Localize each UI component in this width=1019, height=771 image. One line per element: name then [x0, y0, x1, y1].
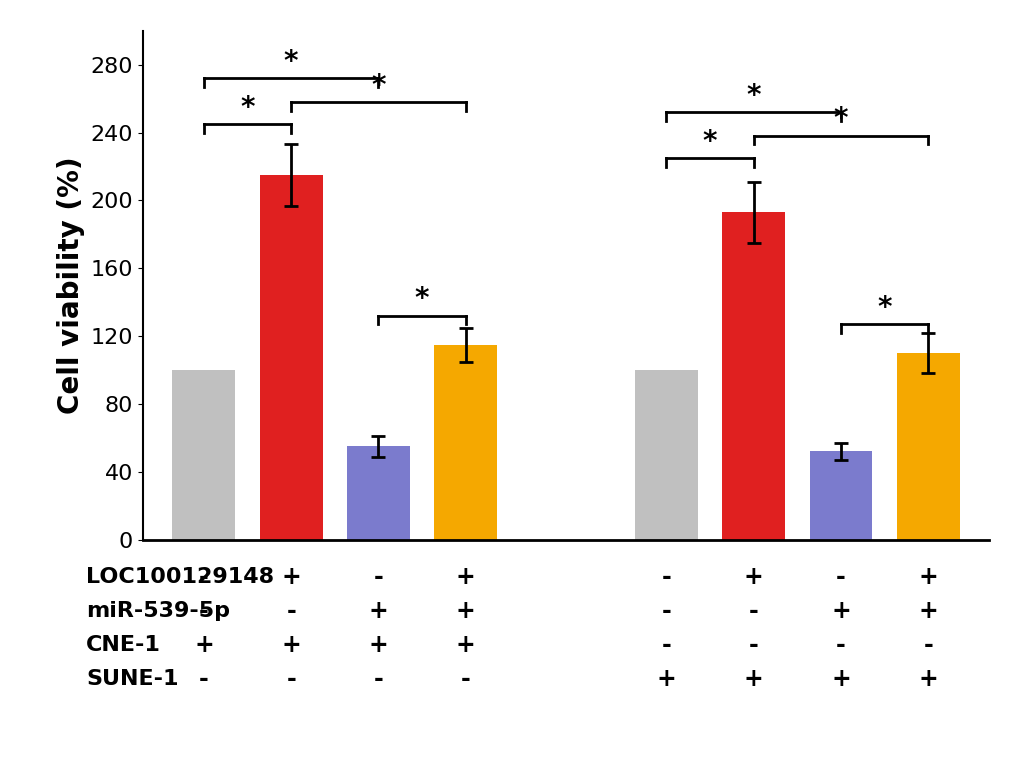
Text: +: + — [743, 667, 763, 691]
Text: -: - — [836, 565, 845, 589]
Text: +: + — [455, 565, 475, 589]
Text: +: + — [194, 633, 214, 657]
Text: -: - — [836, 633, 845, 657]
Text: +: + — [281, 633, 301, 657]
Text: +: + — [917, 667, 937, 691]
Text: +: + — [743, 565, 763, 589]
Text: -: - — [661, 599, 671, 623]
Text: *: * — [371, 72, 385, 99]
Text: -: - — [922, 633, 932, 657]
Text: -: - — [199, 565, 209, 589]
Text: *: * — [240, 93, 255, 122]
Bar — [635, 370, 697, 540]
Bar — [434, 345, 496, 540]
Text: -: - — [461, 667, 470, 691]
Text: -: - — [286, 599, 296, 623]
Text: +: + — [455, 633, 475, 657]
Text: +: + — [656, 667, 676, 691]
Bar — [346, 446, 410, 540]
Text: *: * — [415, 285, 429, 313]
Text: *: * — [283, 48, 299, 76]
Text: CNE-1: CNE-1 — [86, 635, 161, 655]
Text: miR-539-5p: miR-539-5p — [86, 601, 230, 621]
Text: -: - — [286, 667, 296, 691]
Text: -: - — [661, 633, 671, 657]
Text: +: + — [368, 633, 388, 657]
Text: *: * — [746, 82, 760, 109]
Text: SUNE-1: SUNE-1 — [86, 668, 178, 689]
Text: +: + — [455, 599, 475, 623]
Bar — [896, 353, 959, 540]
Text: +: + — [830, 667, 850, 691]
Text: -: - — [373, 565, 383, 589]
Y-axis label: Cell viability (%): Cell viability (%) — [57, 157, 85, 414]
Text: -: - — [748, 599, 758, 623]
Text: +: + — [830, 599, 850, 623]
Bar — [809, 452, 871, 540]
Text: +: + — [281, 565, 301, 589]
Text: -: - — [748, 633, 758, 657]
Bar — [721, 212, 785, 540]
Text: -: - — [199, 667, 209, 691]
Bar — [172, 370, 235, 540]
Text: -: - — [199, 599, 209, 623]
Text: *: * — [833, 106, 848, 133]
Text: -: - — [661, 565, 671, 589]
Bar — [260, 175, 322, 540]
Text: LOC100129148: LOC100129148 — [86, 567, 274, 587]
Text: +: + — [917, 599, 937, 623]
Text: *: * — [702, 127, 716, 156]
Text: -: - — [373, 667, 383, 691]
Text: +: + — [368, 599, 388, 623]
Text: +: + — [917, 565, 937, 589]
Text: *: * — [876, 294, 891, 322]
